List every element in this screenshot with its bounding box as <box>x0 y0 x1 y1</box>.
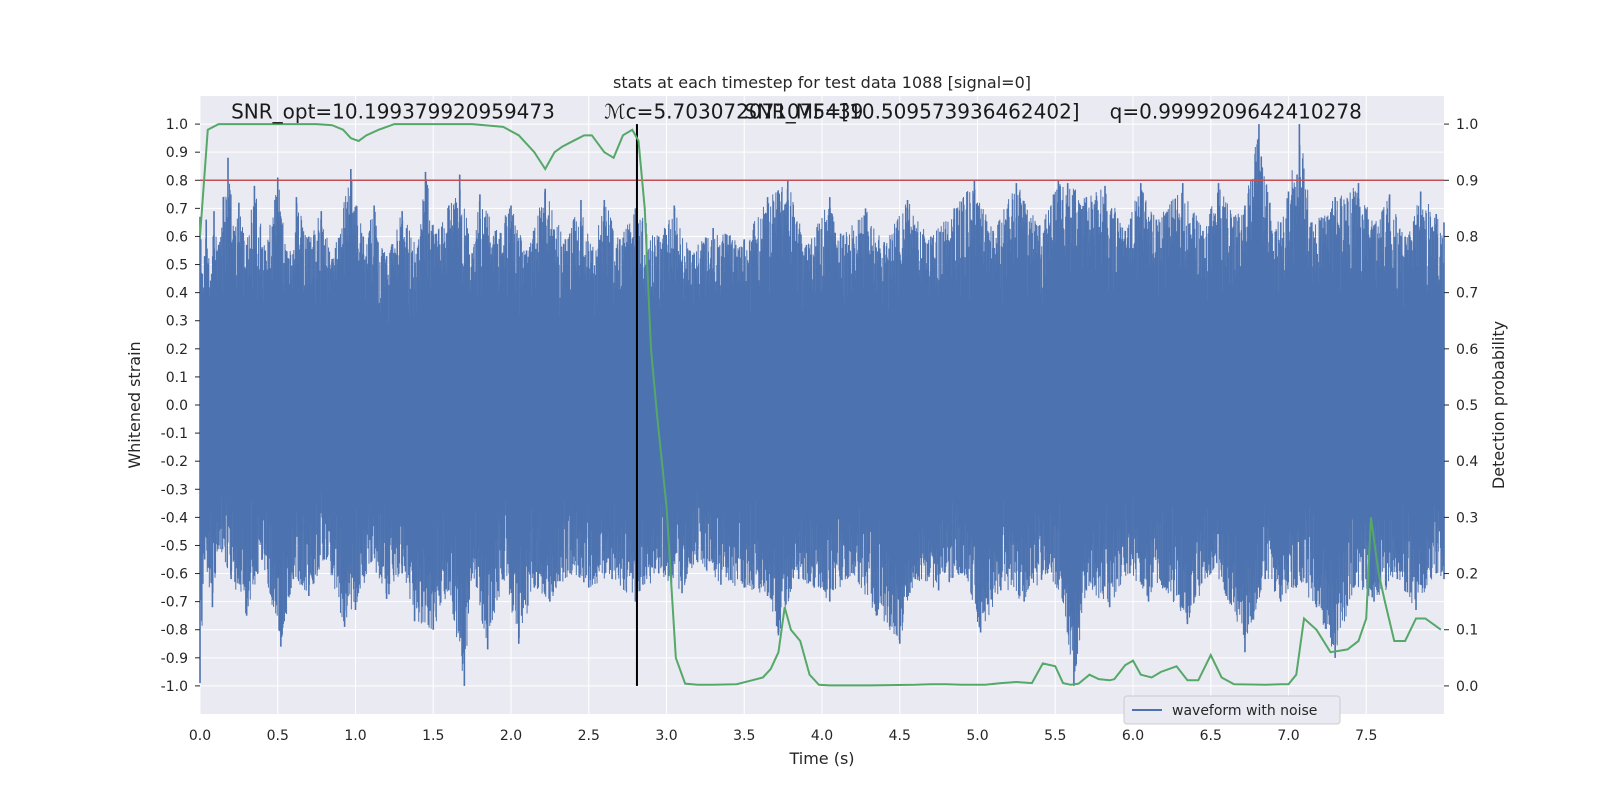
y-left-tick-label: -1.0 <box>161 679 188 695</box>
y-right-tick-label: 0.5 <box>1456 398 1478 414</box>
y-left-tick-label: 1.0 <box>166 117 188 133</box>
y-left-tick-label: 0.1 <box>166 370 188 386</box>
y-left-tick-label: 0.2 <box>166 342 188 358</box>
x-tick-label: 7.0 <box>1277 728 1299 744</box>
y-right-tick-label: 0.6 <box>1456 342 1478 358</box>
detection-probability-line <box>199 123 1442 687</box>
waveform-peaks <box>199 124 1445 686</box>
legend: waveform with noise <box>1123 695 1341 725</box>
annotation-snr-opt: SNR_opt=10.199379920959473 <box>231 99 555 123</box>
y-right-tick-label: 0.2 <box>1456 567 1478 583</box>
y-right-tick-label: 0.4 <box>1456 454 1478 470</box>
y-left-tick-label: -0.6 <box>161 567 188 583</box>
y-right-tick-label: 0.7 <box>1456 286 1478 302</box>
x-tick-label: 3.5 <box>733 728 755 744</box>
annotation-q: q=0.9999209642410278 <box>1110 99 1362 123</box>
y-left-tick-label: 0.3 <box>166 314 188 330</box>
y-right-tick-label: 0.9 <box>1456 173 1478 189</box>
axis-ticks: 0.0 0.5 1.0 1.5 2.0 2.5 3.0 3.5 4.0 4.5 5.0 5.5 6.0 6… <box>161 117 1479 744</box>
y-left-tick-label: 0.9 <box>166 145 188 161</box>
y-axis-label-right: Detection probability <box>1489 321 1508 489</box>
y-left-tick-label: -0.5 <box>161 538 188 554</box>
y-right-tick-label: 1.0 <box>1456 117 1478 133</box>
x-tick-label: 5.5 <box>1044 728 1066 744</box>
annotation-snr-mf: SNR_MF=[10.509573936462402] <box>744 99 1079 123</box>
x-tick-label: 0.0 <box>189 728 211 744</box>
y-left-tick-label: -0.7 <box>161 595 188 611</box>
y-left-tick-label: 0.6 <box>166 229 188 245</box>
x-tick-label: 1.0 <box>344 728 366 744</box>
y-left-tick-label: -0.4 <box>161 510 188 526</box>
x-tick-label: 4.0 <box>811 728 833 744</box>
y-left-tick-label: 0.5 <box>166 258 188 274</box>
legend-label: waveform with noise <box>1172 703 1317 719</box>
x-axis-label: Time (s) <box>788 749 854 768</box>
y-left-tick-label: -0.3 <box>161 482 188 498</box>
y-left-tick-label: -0.1 <box>161 426 188 442</box>
y-right-tick-label: 0.3 <box>1456 510 1478 526</box>
chart-title: stats at each timestep for test data 108… <box>613 73 1031 92</box>
y-right-tick-label: 0.0 <box>1456 679 1478 695</box>
waveform-with-noise-series <box>199 124 1445 686</box>
x-tick-label: 3.0 <box>655 728 677 744</box>
y-right-tick-label: 0.8 <box>1456 229 1478 245</box>
y-left-tick-label: 0.8 <box>166 173 188 189</box>
y-axis-label-left: Whitened strain <box>125 341 144 468</box>
y-right-tick-label: 0.1 <box>1456 623 1478 639</box>
legend-box <box>1123 695 1341 725</box>
y-left-tick-label: -0.9 <box>161 651 188 667</box>
x-tick-label: 2.5 <box>578 728 600 744</box>
x-tick-label: 6.5 <box>1200 728 1222 744</box>
x-tick-label: 5.0 <box>966 728 988 744</box>
y-left-tick-label: 0.4 <box>166 286 188 302</box>
x-tick-label: 2.0 <box>500 728 522 744</box>
x-tick-label: 1.5 <box>422 728 444 744</box>
x-tick-label: 0.5 <box>267 728 289 744</box>
x-tick-label: 6.0 <box>1122 728 1144 744</box>
x-tick-label: 4.5 <box>889 728 911 744</box>
y-left-tick-label: -0.2 <box>161 454 188 470</box>
y-left-tick-label: 0.7 <box>166 201 188 217</box>
y-left-tick-label: 0.0 <box>166 398 188 414</box>
y-left-tick-label: -0.8 <box>161 623 188 639</box>
x-tick-label: 7.5 <box>1355 728 1377 744</box>
annotation-chirp-mass: ℳc=5.703072071075439 <box>604 99 863 123</box>
